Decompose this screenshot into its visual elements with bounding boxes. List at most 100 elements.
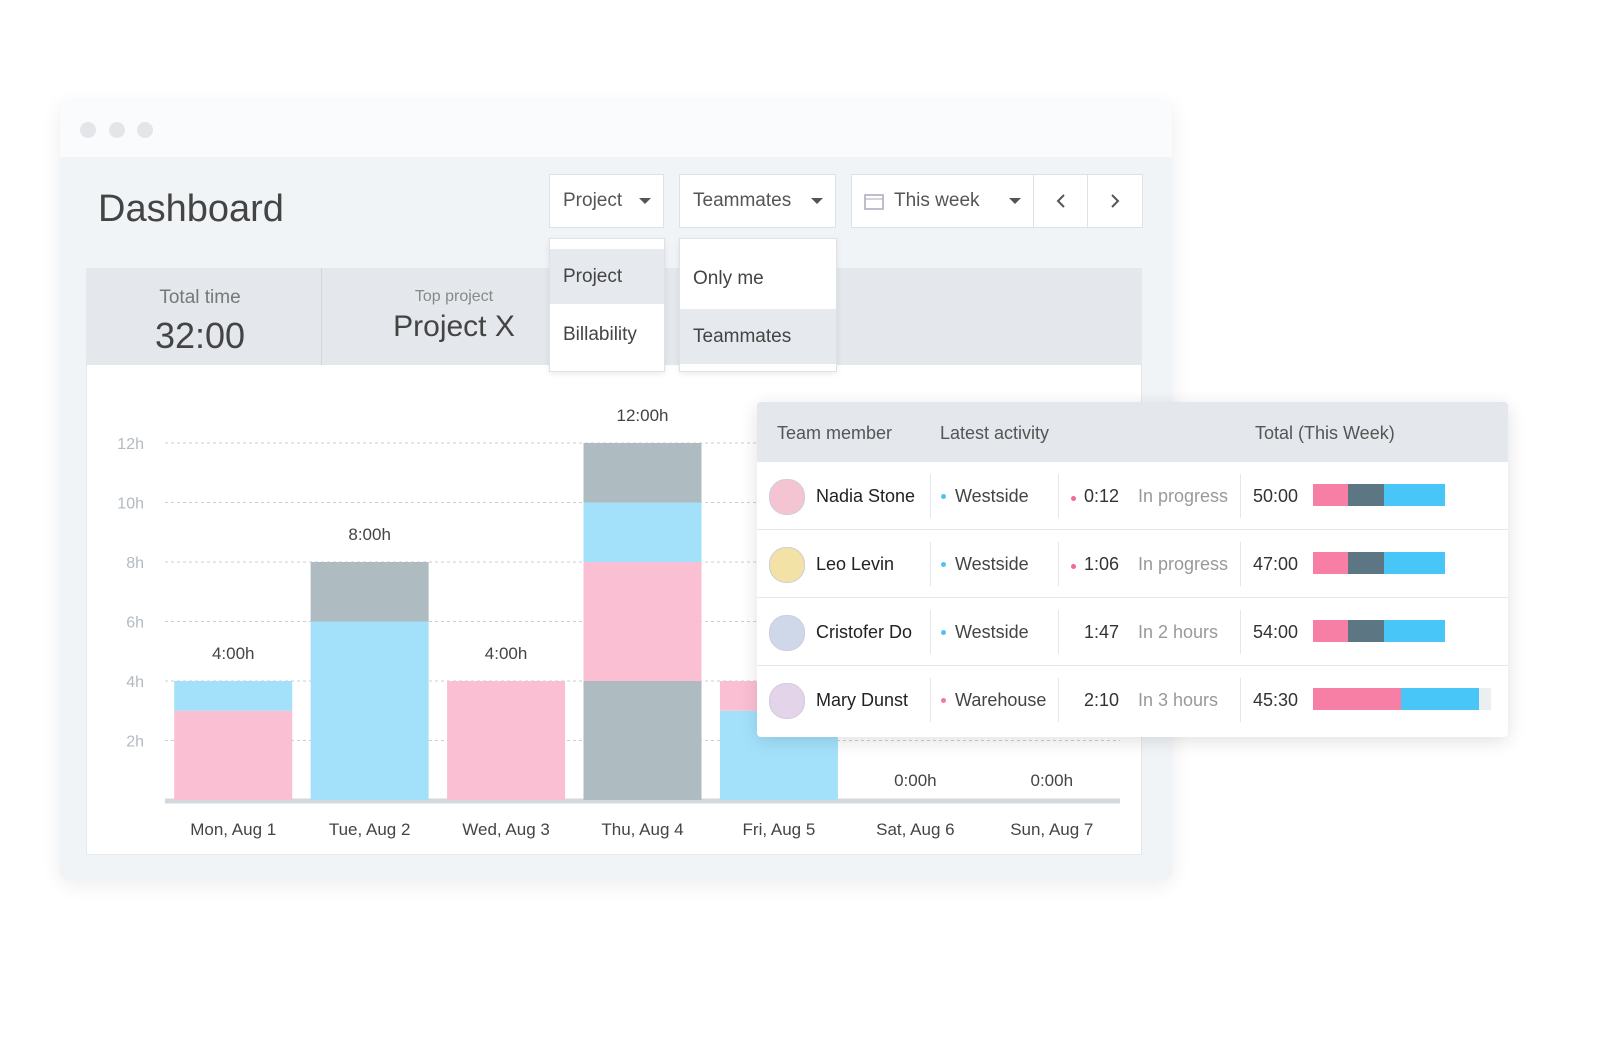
duration: 1:47: [1083, 621, 1119, 642]
project-dot: [941, 630, 946, 635]
calendar-icon: [864, 194, 884, 210]
member-name: Mary Dunst: [816, 689, 909, 710]
bar-segment: [310, 621, 429, 800]
filter-label: Teammates: [693, 190, 792, 211]
column-header: Total (This Week): [1255, 423, 1395, 443]
project-dot: [941, 698, 946, 703]
x-tick-label: Thu, Aug 4: [601, 820, 683, 839]
filter-label: This week: [894, 190, 980, 211]
y-tick-label: 6h: [126, 615, 144, 632]
progress-segment: [1313, 620, 1348, 642]
teammates-filter[interactable]: Teammates: [679, 174, 836, 228]
y-tick-label: 2h: [126, 734, 144, 751]
table-row[interactable]: Nadia Stone Westside 0:12 In progress 50:00: [757, 461, 1508, 530]
x-tick-label: Mon, Aug 1: [190, 820, 276, 839]
value-label: 12:00h: [617, 406, 669, 425]
window-dot: [80, 122, 96, 138]
y-tick-label: 12h: [117, 436, 144, 453]
progress-segment: [1313, 552, 1348, 574]
avatar: [769, 479, 805, 515]
separator: [1058, 474, 1059, 518]
progress-segment: [1348, 620, 1384, 642]
x-tick-label: Tue, Aug 2: [329, 820, 411, 839]
x-tick-label: Sun, Aug 7: [1010, 820, 1093, 839]
separator: [1058, 678, 1059, 722]
caret: [1009, 198, 1021, 204]
menu-item[interactable]: Project: [550, 249, 664, 304]
chevron-right: [1111, 194, 1120, 208]
page-title: Dashboard: [98, 188, 284, 230]
separator: [930, 474, 931, 518]
bar-segment: [174, 710, 293, 800]
table-row[interactable]: Cristofer Do Westside 1:47 In 2 hours 54:00: [757, 597, 1508, 666]
avatar: [769, 547, 805, 583]
total: 45:30: [1253, 689, 1299, 710]
member-name: Cristofer Do: [816, 621, 913, 642]
top-project-label: Top project: [414, 288, 494, 305]
progress-segment: [1348, 484, 1384, 506]
progress-segment: [1348, 552, 1384, 574]
total: 54:00: [1253, 621, 1299, 642]
separator: [1058, 610, 1059, 654]
x-tick-label: Fri, Aug 5: [743, 820, 816, 839]
separator: [1240, 678, 1241, 722]
window-dot: [109, 122, 125, 138]
progress-segment: [1384, 552, 1445, 574]
value-label: 4:00h: [485, 644, 528, 663]
running-dot: [1071, 496, 1076, 501]
total-time: 32:00: [154, 315, 246, 356]
progress-segment: [1384, 620, 1445, 642]
value-label: 0:00h: [894, 771, 937, 790]
project-name: Westside: [955, 621, 1029, 642]
duration: 0:12: [1083, 485, 1119, 506]
titlebar: [60, 102, 1172, 157]
next-button[interactable]: [1087, 174, 1143, 228]
x-tick-label: Sat, Aug 6: [876, 820, 954, 839]
chevron-left: [1056, 194, 1065, 208]
separator: [930, 678, 931, 722]
project-dot: [941, 494, 946, 499]
caret: [639, 198, 651, 204]
window-dot: [137, 122, 153, 138]
status: In progress: [1138, 485, 1229, 506]
value-label: 0:00h: [1031, 771, 1074, 790]
prev-button[interactable]: [1033, 174, 1088, 228]
status: In progress: [1138, 553, 1229, 574]
bar-segment: [583, 443, 702, 503]
total: 47:00: [1253, 553, 1299, 574]
bar-segment: [447, 681, 566, 800]
teammates-menu: Only me Teammates: [679, 238, 837, 372]
menu-item[interactable]: Only me: [693, 267, 764, 289]
table-header: Team member Latest activity Total (This …: [757, 402, 1508, 461]
date-filter[interactable]: This week: [851, 174, 1034, 228]
project-dot: [941, 562, 946, 567]
member-name: Leo Levin: [816, 553, 895, 574]
menu-item[interactable]: Teammates: [680, 309, 836, 364]
bar-segment: [310, 562, 429, 622]
column-header: Latest activity: [940, 423, 1050, 443]
table-row[interactable]: Mary Dunst Warehouse 2:10 In 3 hours 45:30: [757, 665, 1508, 734]
project-filter[interactable]: Project: [549, 174, 664, 228]
table-row[interactable]: Leo Levin Westside 1:06 In progress 47:00: [757, 529, 1508, 598]
separator: [1240, 542, 1241, 586]
separator: [1240, 474, 1241, 518]
duration: 1:06: [1083, 553, 1119, 574]
status: In 2 hours: [1138, 621, 1219, 642]
caret: [811, 198, 823, 204]
separator: [1240, 610, 1241, 654]
project-name: Westside: [955, 485, 1029, 506]
value-label: 4:00h: [212, 644, 255, 663]
bar-segment: [583, 562, 702, 681]
separator: [1058, 542, 1059, 586]
y-tick-label: 10h: [117, 496, 144, 513]
running-dot: [1071, 564, 1076, 569]
y-tick-label: 4h: [126, 674, 144, 691]
menu-item[interactable]: Billability: [563, 323, 637, 345]
progress-segment: [1479, 688, 1491, 710]
separator: [930, 542, 931, 586]
total: 50:00: [1253, 485, 1299, 506]
project-name: Warehouse: [955, 689, 1047, 710]
bar-segment: [174, 681, 293, 711]
bar-segment: [583, 681, 702, 800]
